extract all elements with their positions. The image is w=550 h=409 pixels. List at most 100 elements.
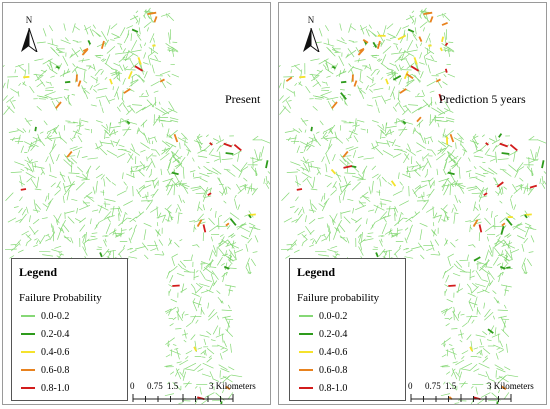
pipe-segment	[484, 249, 490, 261]
pipe-segment	[116, 190, 127, 196]
pipe-segment	[456, 156, 462, 164]
pipe-segment	[241, 235, 249, 240]
pipe-segment	[74, 218, 82, 223]
pipe-segment	[526, 157, 538, 161]
pipe-segment	[524, 222, 532, 227]
pipe-segment	[72, 40, 78, 42]
pipe-segment	[386, 39, 391, 41]
pipe-segment	[114, 230, 118, 238]
pipe-segment	[210, 207, 213, 211]
pipe-segment	[500, 284, 512, 288]
pipe-segment	[336, 39, 347, 45]
pipe-segment	[184, 139, 186, 146]
pipe-segment	[62, 55, 69, 67]
pipe-segment	[296, 145, 300, 154]
pipe-segment	[309, 74, 320, 76]
pipe-segment	[95, 173, 103, 179]
pipe-segment	[412, 127, 415, 135]
pipe-segment	[126, 29, 130, 38]
pipe-segment	[323, 198, 330, 205]
pipe-segment	[230, 234, 236, 239]
pipe-segment	[493, 344, 504, 350]
pipe-segment	[109, 122, 111, 133]
failure-segment	[438, 93, 443, 102]
failure-segments	[285, 11, 545, 404]
failure-segment	[127, 70, 133, 80]
pipe-segment	[171, 151, 181, 160]
pipe-segment	[82, 200, 89, 207]
pipe-segment	[494, 364, 504, 371]
pipe-segment	[474, 206, 479, 211]
failure-segment	[196, 219, 203, 228]
pipe-segment	[6, 96, 14, 103]
pipe-segment	[406, 33, 408, 41]
pipe-segment	[39, 79, 46, 87]
pipe-segment	[116, 70, 118, 80]
pipe-segment	[392, 106, 397, 112]
pipe-segment	[435, 152, 446, 161]
pipe-segment	[153, 90, 159, 93]
pipe-segment	[473, 296, 478, 308]
pipe-segment	[96, 120, 103, 123]
pipe-segment	[234, 249, 244, 254]
pipe-segment	[192, 187, 201, 192]
pipe-segment	[21, 230, 29, 236]
failure-segment	[449, 133, 455, 143]
pipe-segment	[222, 315, 231, 319]
pipe-segment	[228, 254, 232, 258]
pipe-segment	[371, 32, 377, 38]
pipe-segment	[102, 58, 107, 62]
pipe-segment	[471, 319, 475, 324]
pipe-segment	[414, 129, 422, 137]
pipe-segment	[179, 359, 189, 366]
pipe-segment	[55, 99, 60, 104]
pipe-segment	[175, 159, 180, 164]
pipe-segment	[345, 146, 354, 150]
pipe-segment	[419, 52, 423, 59]
pipe-segment	[349, 121, 355, 124]
pipe-segment	[220, 347, 224, 350]
pipe-segment	[466, 186, 478, 189]
pipe-segment	[375, 215, 387, 223]
pipe-segment	[451, 182, 463, 185]
pipe-segment	[492, 290, 497, 294]
pipe-segment	[359, 89, 366, 94]
pipe-segment	[473, 347, 479, 350]
pipe-segment	[486, 154, 497, 158]
pipe-segment	[208, 311, 218, 321]
pipe-segment	[112, 86, 114, 91]
pipe-segment	[310, 76, 319, 82]
pipe-segment	[416, 149, 422, 153]
pipe-segment	[376, 142, 389, 145]
pipe-segment	[459, 271, 471, 273]
pipe-segment	[303, 234, 307, 238]
pipe-segment	[530, 235, 535, 243]
pipe-network	[279, 7, 546, 404]
pipe-segment	[222, 389, 225, 394]
pipe-segment	[193, 224, 195, 233]
pipe-segment	[213, 251, 217, 257]
pipe-segment	[531, 170, 534, 176]
pipe-segment	[68, 172, 80, 174]
pipe-segment	[497, 263, 501, 266]
pipe-segment	[203, 267, 214, 275]
pipe-segment	[315, 131, 320, 134]
pipe-segment	[361, 165, 368, 174]
pipe-segment	[171, 46, 178, 52]
pipe-segment	[234, 194, 237, 198]
pipe-segment	[467, 292, 476, 297]
pipe-segment	[496, 347, 500, 350]
pipe-segment	[113, 62, 120, 66]
pipe-segment	[281, 192, 290, 202]
pipe-segment	[151, 188, 159, 198]
pipe-segment	[83, 191, 93, 199]
pipe-segment	[110, 130, 119, 136]
pipe-segment	[475, 283, 486, 288]
pipe-segment	[119, 118, 122, 125]
pipe-segment	[386, 130, 395, 136]
pipe-segment	[381, 176, 387, 183]
pipe-segment	[325, 153, 331, 165]
pipe-segment	[452, 311, 459, 322]
pipe-segment	[495, 191, 499, 195]
pipe-segment	[302, 206, 305, 214]
